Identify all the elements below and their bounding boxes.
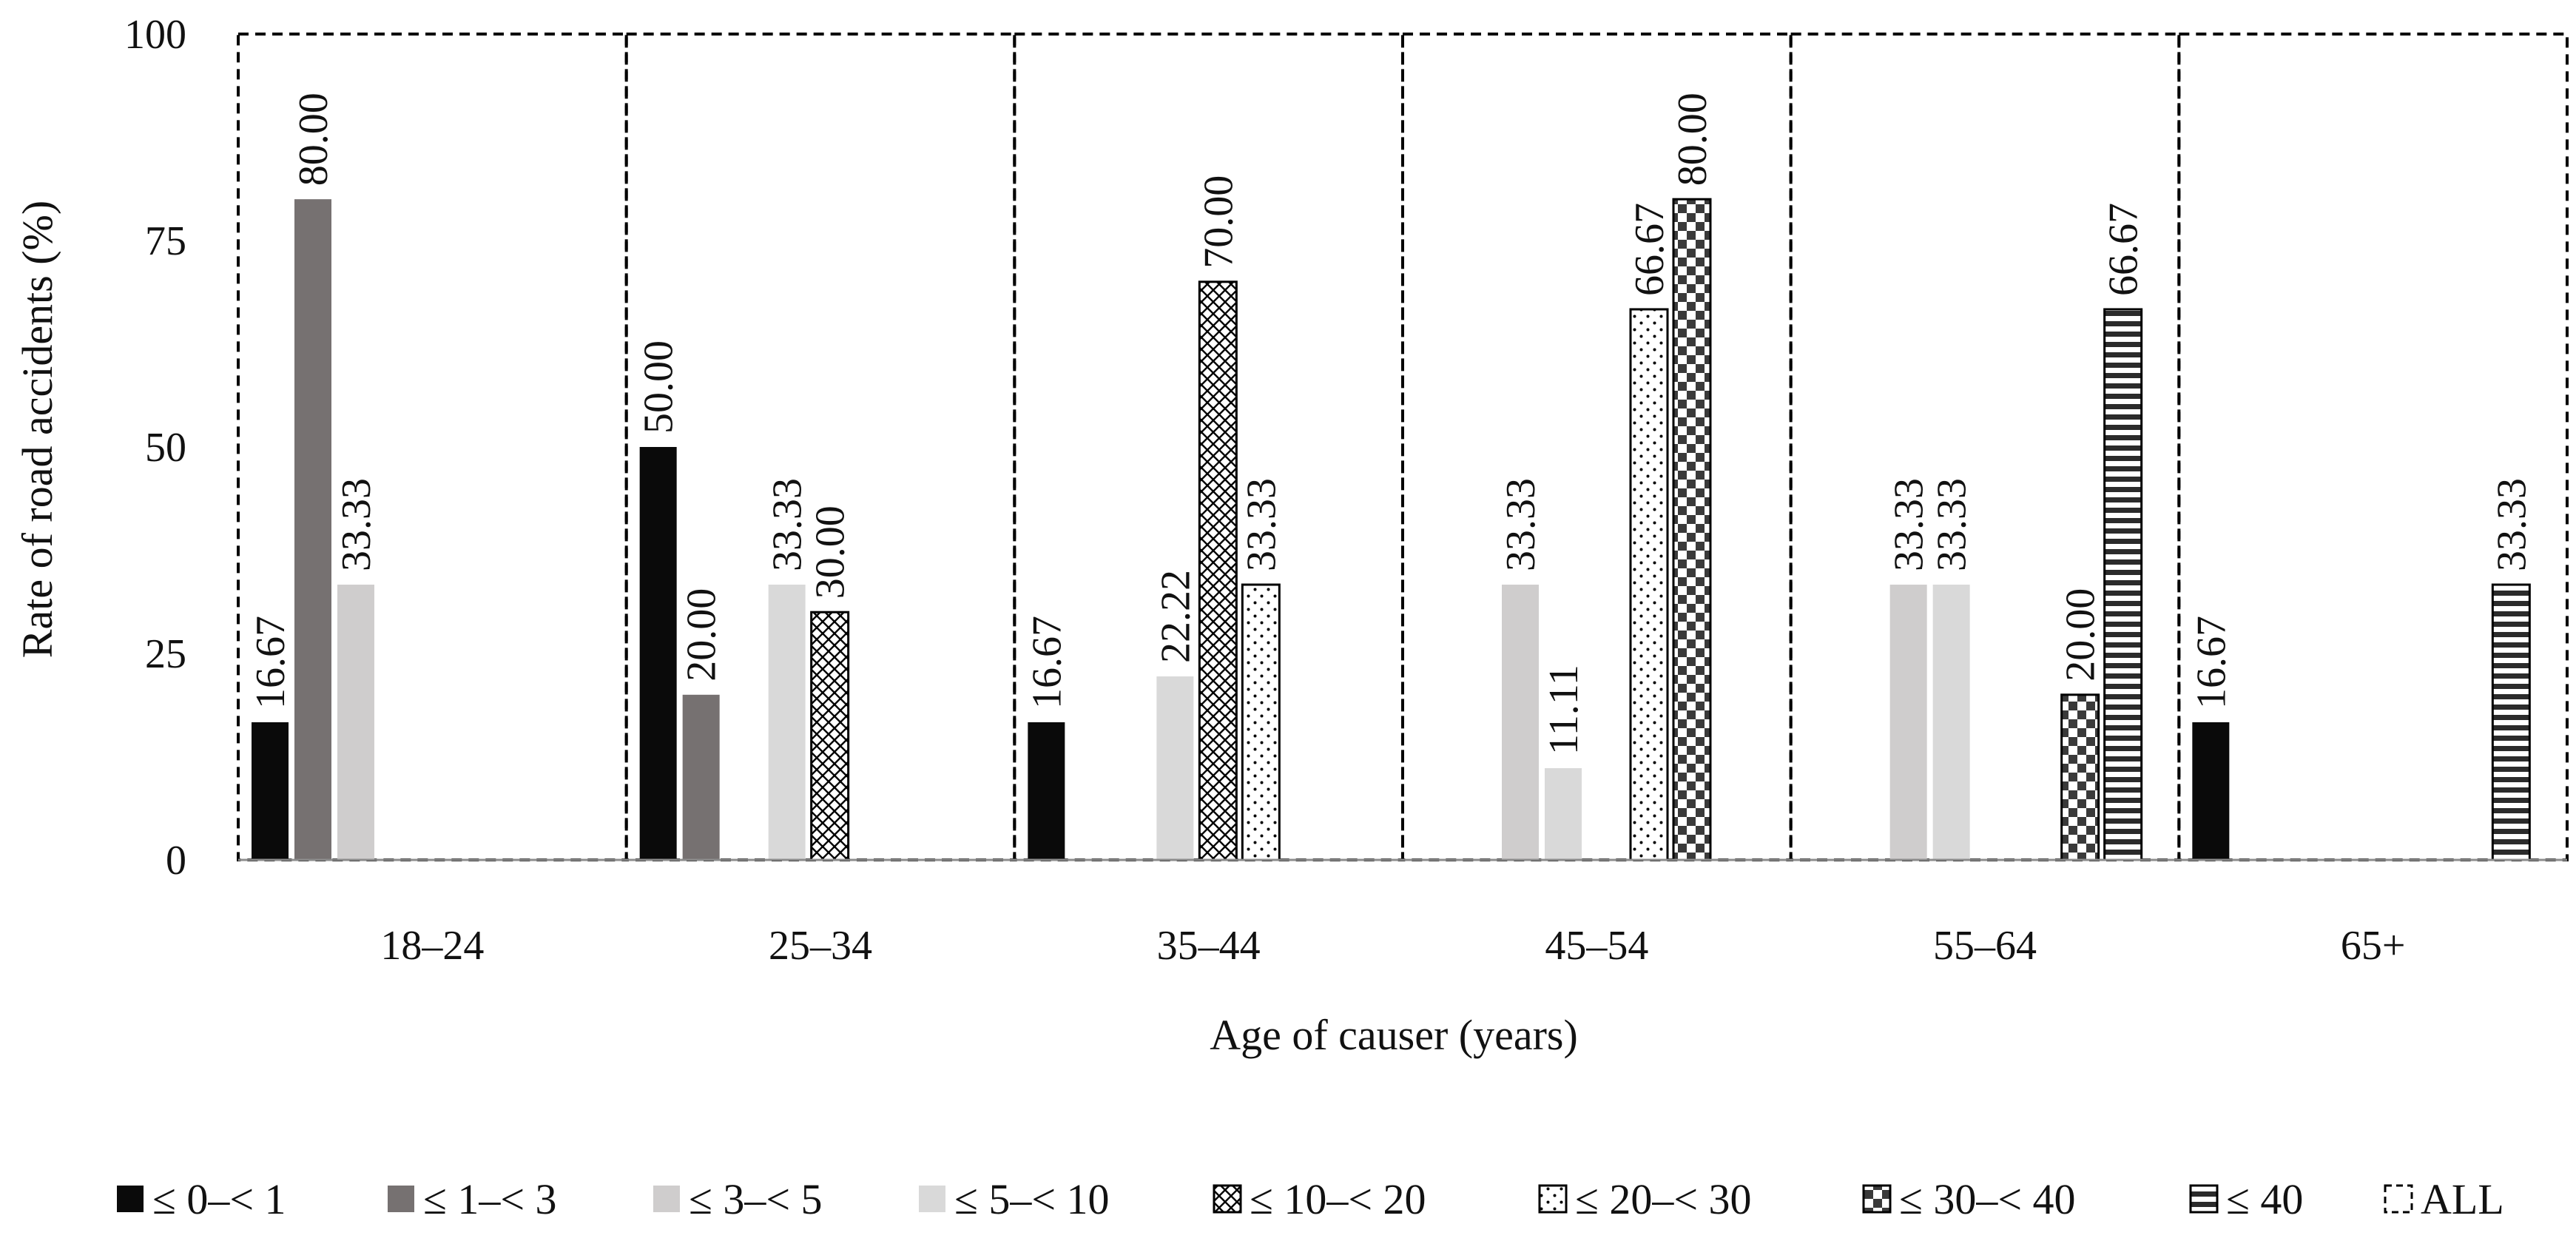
data-label: 11.11 (1541, 665, 1587, 755)
data-label: 22.22 (1153, 570, 1198, 663)
x-tick-label: 45–54 (1545, 923, 1648, 969)
y-tick-label: 75 (145, 218, 186, 264)
data-label: 33.33 (1929, 478, 1975, 571)
legend-item-0-1: ≤ 0–< 1 (117, 1175, 286, 1223)
all-outline-box (2177, 33, 2569, 861)
legend-item-30-40: ≤ 30–< 40 (1862, 1175, 2076, 1223)
bar-0-1-25-34 (639, 447, 677, 860)
data-label: 80.00 (1670, 93, 1716, 186)
bar-10-20-25-34 (810, 611, 850, 861)
bar-0-1-65 (2192, 722, 2230, 860)
legend-swatch (2384, 1184, 2413, 1214)
y-tick-label: 50 (145, 425, 186, 471)
x-tick-label: 35–44 (1157, 923, 1261, 969)
bar-40-55-64 (2103, 308, 2143, 861)
bar-1-3-25-34 (682, 694, 720, 860)
bar-3-5-18-24 (337, 585, 374, 860)
bar-3-5-55-64 (1889, 585, 1927, 860)
legend-item-5-10: ≤ 5–< 10 (919, 1175, 1110, 1223)
legend-swatch (388, 1186, 414, 1212)
data-label: 33.33 (334, 478, 380, 571)
legend-label: ≤ 1–< 3 (423, 1175, 557, 1223)
legend-swatch (1862, 1184, 1892, 1214)
data-label: 70.00 (1196, 175, 1241, 269)
y-axis-title: Rate of road accidents (%) (13, 201, 61, 658)
x-tick-label: 25–34 (769, 923, 872, 969)
data-label: 33.33 (765, 478, 811, 571)
bar-10-20-35-44 (1198, 280, 1238, 861)
data-label: 16.67 (2188, 616, 2234, 709)
legend-label: ALL (2421, 1175, 2504, 1223)
bar-20-30-35-44 (1241, 583, 1281, 861)
data-label: 30.00 (808, 505, 854, 599)
data-label: 33.33 (2489, 478, 2535, 571)
legend-label: ≤ 30–< 40 (1899, 1175, 2076, 1223)
bar-5-10-55-64 (1932, 585, 1970, 860)
legend-swatch (1213, 1184, 1242, 1214)
bar-30-40-55-64 (2060, 693, 2100, 861)
y-tick-label: 100 (124, 12, 186, 58)
bar-40-65 (2491, 583, 2531, 861)
y-tick-label: 0 (166, 838, 186, 884)
legend-swatch (1538, 1184, 1568, 1214)
legend-swatch (117, 1186, 144, 1212)
bar-5-10-45-54 (1545, 768, 1582, 860)
bar-5-10-35-44 (1156, 676, 1194, 860)
legend-swatch (653, 1186, 680, 1212)
bar-0-1-18-24 (252, 722, 289, 860)
data-label: 50.00 (636, 340, 682, 434)
legend-item-20-30: ≤ 20–< 30 (1538, 1175, 1752, 1223)
x-axis-title: Age of causer (years) (1210, 1011, 1578, 1059)
data-label: 33.33 (1887, 478, 1932, 571)
legend-label: ≤ 10–< 20 (1250, 1175, 1426, 1223)
x-tick-label: 65+ (2341, 923, 2406, 969)
legend-item-1-3: ≤ 1–< 3 (388, 1175, 557, 1223)
data-label: 66.67 (2101, 203, 2147, 296)
all-outline-box (1401, 33, 1793, 861)
data-label: 20.00 (679, 588, 725, 682)
bar-5-10-25-34 (768, 585, 806, 860)
legend-swatch (919, 1186, 945, 1212)
x-tick-label: 18–24 (380, 923, 484, 969)
data-label: 20.00 (2058, 588, 2104, 682)
bar-3-5-45-54 (1502, 585, 1539, 860)
legend-item-40: ≤ 40 (2189, 1175, 2303, 1223)
data-label: 80.00 (291, 93, 337, 186)
legend-label: ≤ 40 (2226, 1175, 2303, 1223)
legend-label: ≤ 3–< 5 (689, 1175, 823, 1223)
legend-label: ≤ 20–< 30 (1575, 1175, 1752, 1223)
legend-item-3-5: ≤ 3–< 5 (653, 1175, 823, 1223)
plot-area: 0 25 50 75 100 16.67 80.00 33.33 18–24 50.00 20.00… (124, 12, 2569, 969)
legend-swatch (2189, 1184, 2219, 1214)
x-tick-label: 55–64 (1933, 923, 2037, 969)
data-label: 66.67 (1627, 203, 1673, 296)
legend-item-all: ALL (2384, 1175, 2504, 1223)
data-label: 16.67 (248, 616, 294, 709)
legend: ≤ 0–< 1 ≤ 1–< 3 ≤ 3–< 5 ≤ 5–< 10 ≤ 10–< 20 ≤ … (117, 1175, 2504, 1223)
bar-1-3-18-24 (294, 199, 331, 860)
bar-20-30-45-54 (1629, 308, 1669, 861)
data-label: 16.67 (1024, 616, 1070, 709)
bar-0-1-35-44 (1028, 722, 1065, 860)
legend-label: ≤ 5–< 10 (954, 1175, 1110, 1223)
y-tick-label: 25 (145, 631, 186, 677)
data-label: 33.33 (1498, 478, 1544, 571)
legend-item-10-20: ≤ 10–< 20 (1213, 1175, 1426, 1223)
data-label: 33.33 (1238, 478, 1284, 571)
bar-30-40-45-54 (1672, 198, 1712, 861)
legend-label: ≤ 0–< 1 (152, 1175, 286, 1223)
